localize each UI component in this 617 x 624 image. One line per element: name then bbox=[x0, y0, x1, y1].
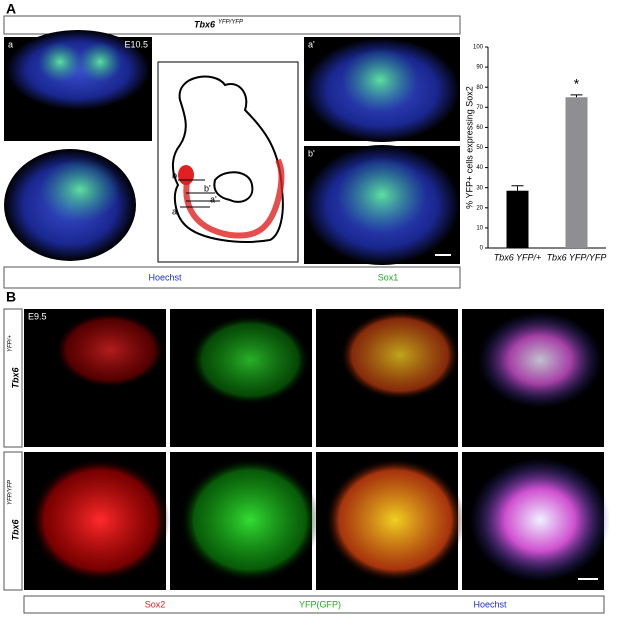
diagram-label: a bbox=[172, 206, 177, 216]
micrograph bbox=[24, 309, 610, 590]
image-label: b bbox=[8, 148, 13, 158]
row-genotype: YFP/+ bbox=[8, 335, 14, 352]
header-gene: Tbx6 bbox=[194, 19, 216, 29]
diagram-label: a' bbox=[210, 194, 217, 204]
y-tick-label: 20 bbox=[476, 205, 483, 211]
header-box bbox=[3, 15, 461, 35]
row-genotype: YFP/YFP bbox=[8, 480, 14, 505]
legend-text: YFP(GFP) bbox=[299, 599, 341, 609]
y-tick-label: 60 bbox=[476, 125, 483, 131]
row-gene: Tbx6 bbox=[10, 367, 20, 389]
legend-text: Sox2 bbox=[145, 599, 166, 609]
image-label: a bbox=[8, 39, 13, 49]
diagram-label: b bbox=[172, 170, 177, 180]
y-axis-label: % YFP+ cells expressing Sox2 bbox=[464, 86, 474, 209]
y-tick-label: 30 bbox=[476, 185, 483, 191]
header-genotype: YFP/YFP bbox=[218, 20, 243, 26]
y-tick-label: 0 bbox=[480, 246, 484, 252]
legend-text: Hoechst bbox=[148, 272, 182, 282]
image-label: a' bbox=[308, 39, 315, 49]
embryo-diagram bbox=[157, 61, 299, 263]
legend-box bbox=[3, 266, 461, 289]
image-label: b' bbox=[308, 148, 315, 158]
bar bbox=[565, 97, 588, 248]
y-tick-label: 50 bbox=[476, 145, 483, 151]
y-tick-label: 80 bbox=[476, 85, 483, 91]
annotation: * bbox=[574, 76, 580, 92]
y-tick-label: 70 bbox=[476, 105, 483, 111]
legend-box bbox=[23, 595, 605, 614]
stage-label: E9.5 bbox=[28, 311, 47, 321]
legend-text: Sox1 bbox=[378, 272, 399, 282]
diagram-label: b' bbox=[204, 183, 211, 193]
x-tick-label: Tbx6 YFP/YFP bbox=[547, 252, 607, 262]
error-bar bbox=[511, 185, 524, 191]
error-bar bbox=[570, 94, 583, 98]
row-gene: Tbx6 bbox=[10, 519, 20, 541]
row-box bbox=[3, 451, 23, 591]
panel-label: B bbox=[6, 289, 16, 305]
legend-text: Hoechst bbox=[473, 599, 507, 609]
bar bbox=[506, 190, 529, 248]
x-tick-label: Tbx6 YFP/+ bbox=[494, 252, 542, 262]
row-box bbox=[3, 308, 23, 448]
y-tick-label: 40 bbox=[476, 165, 483, 171]
y-tick-label: 90 bbox=[476, 65, 483, 71]
micrograph bbox=[4, 30, 460, 265]
y-tick-label: 10 bbox=[476, 225, 483, 231]
image-label: E10.5 bbox=[124, 39, 148, 49]
panel-label: A bbox=[6, 1, 16, 17]
y-tick-label: 100 bbox=[473, 45, 484, 51]
